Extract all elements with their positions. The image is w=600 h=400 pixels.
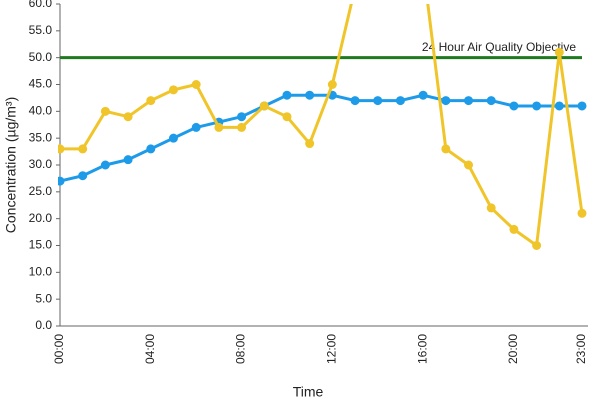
y-tick-label: 35.0: [29, 130, 53, 144]
data-point: [237, 122, 247, 132]
x-axis-title: Time: [293, 384, 324, 400]
y-tick-label: 25.0: [29, 184, 53, 198]
data-point: [282, 90, 292, 100]
data-point: [509, 101, 519, 111]
data-point: [418, 90, 428, 100]
data-point: [305, 90, 315, 100]
data-point: [146, 144, 156, 154]
reference-label: 24 Hour Air Quality Objective: [422, 40, 576, 54]
plot-area: [58, 4, 587, 250]
data-point: [168, 133, 178, 143]
data-point: [486, 203, 496, 213]
x-tick-label: 00:00: [52, 334, 66, 364]
data-point: [486, 96, 496, 106]
data-point: [509, 224, 519, 234]
data-point: [441, 144, 451, 154]
data-point: [100, 106, 110, 116]
data-point: [191, 122, 201, 132]
data-point: [395, 96, 405, 106]
data-point: [554, 101, 564, 111]
data-point: [100, 160, 110, 170]
data-point: [464, 160, 474, 170]
data-point: [577, 101, 587, 111]
data-point: [282, 112, 292, 122]
data-point: [532, 101, 542, 111]
data-point: [464, 96, 474, 106]
data-point: [146, 96, 156, 106]
data-point: [577, 208, 587, 218]
x-tick-label: 12:00: [325, 334, 339, 364]
x-tick-label: 16:00: [415, 334, 429, 364]
y-tick-label: 55.0: [29, 23, 53, 37]
x-tick-label: 04:00: [143, 334, 157, 364]
data-point: [441, 96, 451, 106]
data-point: [78, 171, 88, 181]
y-axis-title: Concentration (µg/m³): [3, 97, 19, 233]
y-tick-label: 50.0: [29, 50, 53, 64]
data-point: [305, 139, 315, 149]
data-point: [58, 144, 65, 154]
data-point: [350, 96, 360, 106]
data-point: [214, 122, 224, 132]
data-point: [58, 176, 65, 186]
data-point: [191, 80, 201, 89]
data-point: [123, 155, 133, 165]
y-tick-label: 40.0: [29, 104, 53, 118]
data-point: [373, 96, 383, 106]
y-tick-label: 20.0: [29, 211, 53, 225]
x-tick-label: 08:00: [234, 334, 248, 364]
data-point: [259, 101, 269, 111]
y-tick-label: 45.0: [29, 77, 53, 91]
data-point: [168, 85, 178, 95]
y-tick-label: 15.0: [29, 238, 53, 252]
x-tick-label: 23:00: [574, 334, 588, 364]
data-point: [237, 112, 247, 122]
data-point: [123, 112, 133, 122]
y-tick-label: 0.0: [35, 318, 52, 332]
y-tick-label: 5.0: [35, 291, 52, 305]
y-tick-label: 60.0: [29, 0, 53, 10]
y-tick-label: 10.0: [29, 265, 53, 279]
data-point: [532, 241, 542, 250]
data-point: [327, 80, 337, 89]
series-line: [60, 4, 584, 247]
x-tick-label: 20:00: [506, 334, 520, 364]
y-tick-label: 30.0: [29, 157, 53, 171]
data-point: [554, 47, 564, 57]
data-point: [78, 144, 88, 154]
